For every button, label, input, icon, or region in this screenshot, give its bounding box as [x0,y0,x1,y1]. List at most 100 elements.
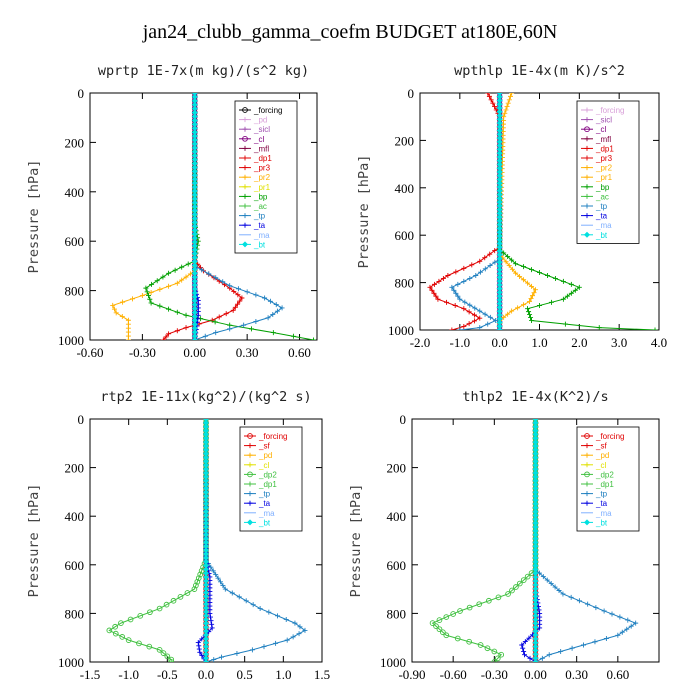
y-tick-label: 0 [408,86,415,101]
legend: _forcing_sf_pd_cl_dp2_dp1_tp_ta_ma_bt [239,426,303,532]
y-tick-label: 800 [65,606,85,621]
panel-title: thlp2 1E-4x(K^2)/s [462,389,608,405]
legend-label: _tp [595,490,608,499]
series-line [451,93,501,330]
y-tick-label: 600 [65,558,85,573]
legend-label: _ta [253,221,266,230]
y-axis-label: Pressure [hPa] [356,155,372,269]
series-dp1 [160,93,245,340]
legend-label: _bp [595,183,610,192]
legend-box [576,100,640,244]
legend-label: _tp [258,490,271,499]
panel-2: wpthlp 1E-4x(m K)/s^2 Pressure [hPa] 0 200 4… [356,63,667,350]
x-tick-label: -2.0 [410,335,431,350]
x-tick-label: -0.30 [129,345,156,360]
legend-label: _tp [253,212,266,221]
legend-label: _sicl [595,116,612,125]
series-line [499,93,537,330]
x-tick-label: 0.00 [183,345,206,360]
x-tick-label: -1.0 [450,335,471,350]
legend-label: _sf [595,442,607,451]
legend-label: _ma [258,509,275,518]
series-ta [519,419,543,662]
legend-label: _pr1 [595,173,613,182]
legend-label: _bt [253,240,266,249]
panel-3: rtp2 1E-11x(kg^2)/(kg^2 s) Pressure [hPa]… [26,389,330,682]
legend-label: _forcing [258,432,287,441]
series-tp [449,93,503,330]
y-tick-label: 1000 [388,323,414,338]
legend-label: _pd [253,116,267,125]
panel-1: wprtp 1E-7x(m kg)/(s^2 kg) Pressure [hPa]… [26,63,318,360]
legend-label: _forcing [595,432,624,441]
y-tick-label: 200 [395,133,415,148]
legend: _forcing_sf_pd_cl_dp2_dp1_tp_ta_ma_bt [576,426,640,532]
series-bt [532,419,539,662]
y-tick-label: 200 [387,461,407,476]
series-bt [203,419,209,662]
x-tick-label: -0.90 [398,667,425,682]
x-tick-label: 4.0 [651,335,667,350]
legend-label: _bt [595,518,608,527]
legend: _forcing_sicl_cl_mfl_dp1_pr3_pr2_pr1_bp_… [576,100,640,244]
y-tick-label: 0 [78,412,85,427]
legend-label: _pr3 [595,154,613,163]
y-tick-label: 800 [395,276,415,291]
y-tick-label: 800 [65,284,85,299]
series-dp2 [429,419,539,662]
x-tick-label: 1.0 [275,667,291,682]
series-line [431,419,536,662]
x-tick-label: 0.5 [237,667,253,682]
legend-label: _bt [595,231,608,240]
legend-label: _ac [253,202,267,211]
legend-label: _pr1 [253,183,271,192]
x-tick-label: -1.0 [118,667,139,682]
y-tick-label: 0 [400,412,407,427]
legend-label: _ta [595,212,608,221]
legend-label: _sicl [253,125,270,134]
legend-label: _ta [258,499,271,508]
series-group [429,419,639,662]
legend-label: _ac [595,192,609,201]
series-group [427,93,658,330]
y-tick-label: 1000 [58,333,84,348]
panels: wprtp 1E-7x(m kg)/(s^2 kg) Pressure [hPa]… [26,63,667,682]
y-tick-label: 400 [395,181,415,196]
y-tick-label: 800 [387,606,407,621]
plot-frame [89,92,318,341]
legend-label: _mfl [595,135,611,144]
legend-label: _pd [595,451,609,460]
legend-label: _cl [253,135,264,144]
figure-title: jan24_clubb_gamma_coefm BUDGET at180E,60… [142,21,558,43]
y-tick-label: 600 [65,234,85,249]
legend-label: _ma [253,231,270,240]
series-group [106,419,308,662]
series-dp2 [106,419,209,662]
series-dp1 [427,93,503,330]
x-tick-label: 0.00 [524,667,547,682]
legend-label: _tp [595,202,608,211]
x-tick-label: -1.5 [80,667,101,682]
x-tick-label: 0.30 [236,345,259,360]
y-tick-label: 600 [395,228,415,243]
x-tick-label: -0.60 [440,667,467,682]
legend-label: _cl [258,461,269,470]
legend-label: _ma [595,221,612,230]
series-pr1 [497,93,539,330]
legend-label: _dp1 [595,144,614,153]
y-axis-label: Pressure [hPa] [26,160,42,274]
x-tick-label: 0.30 [565,667,588,682]
series-bt [496,93,503,330]
series-line [429,93,501,330]
x-tick-label: -0.5 [157,667,178,682]
legend-label: _forcing [253,106,282,115]
series-bt [191,93,198,340]
x-tick-label: 0.0 [198,667,214,682]
panel-title: rtp2 1E-11x(kg^2)/(kg^2 s) [100,389,311,405]
legend-label: _forcing [595,106,624,115]
x-tick-label: 0.60 [288,345,311,360]
x-tick-label: 1.5 [314,667,330,682]
legend-label: _mfl [253,144,269,153]
panel-title: wpthlp 1E-4x(m K)/s^2 [454,63,625,79]
legend-label: _ma [595,509,612,518]
